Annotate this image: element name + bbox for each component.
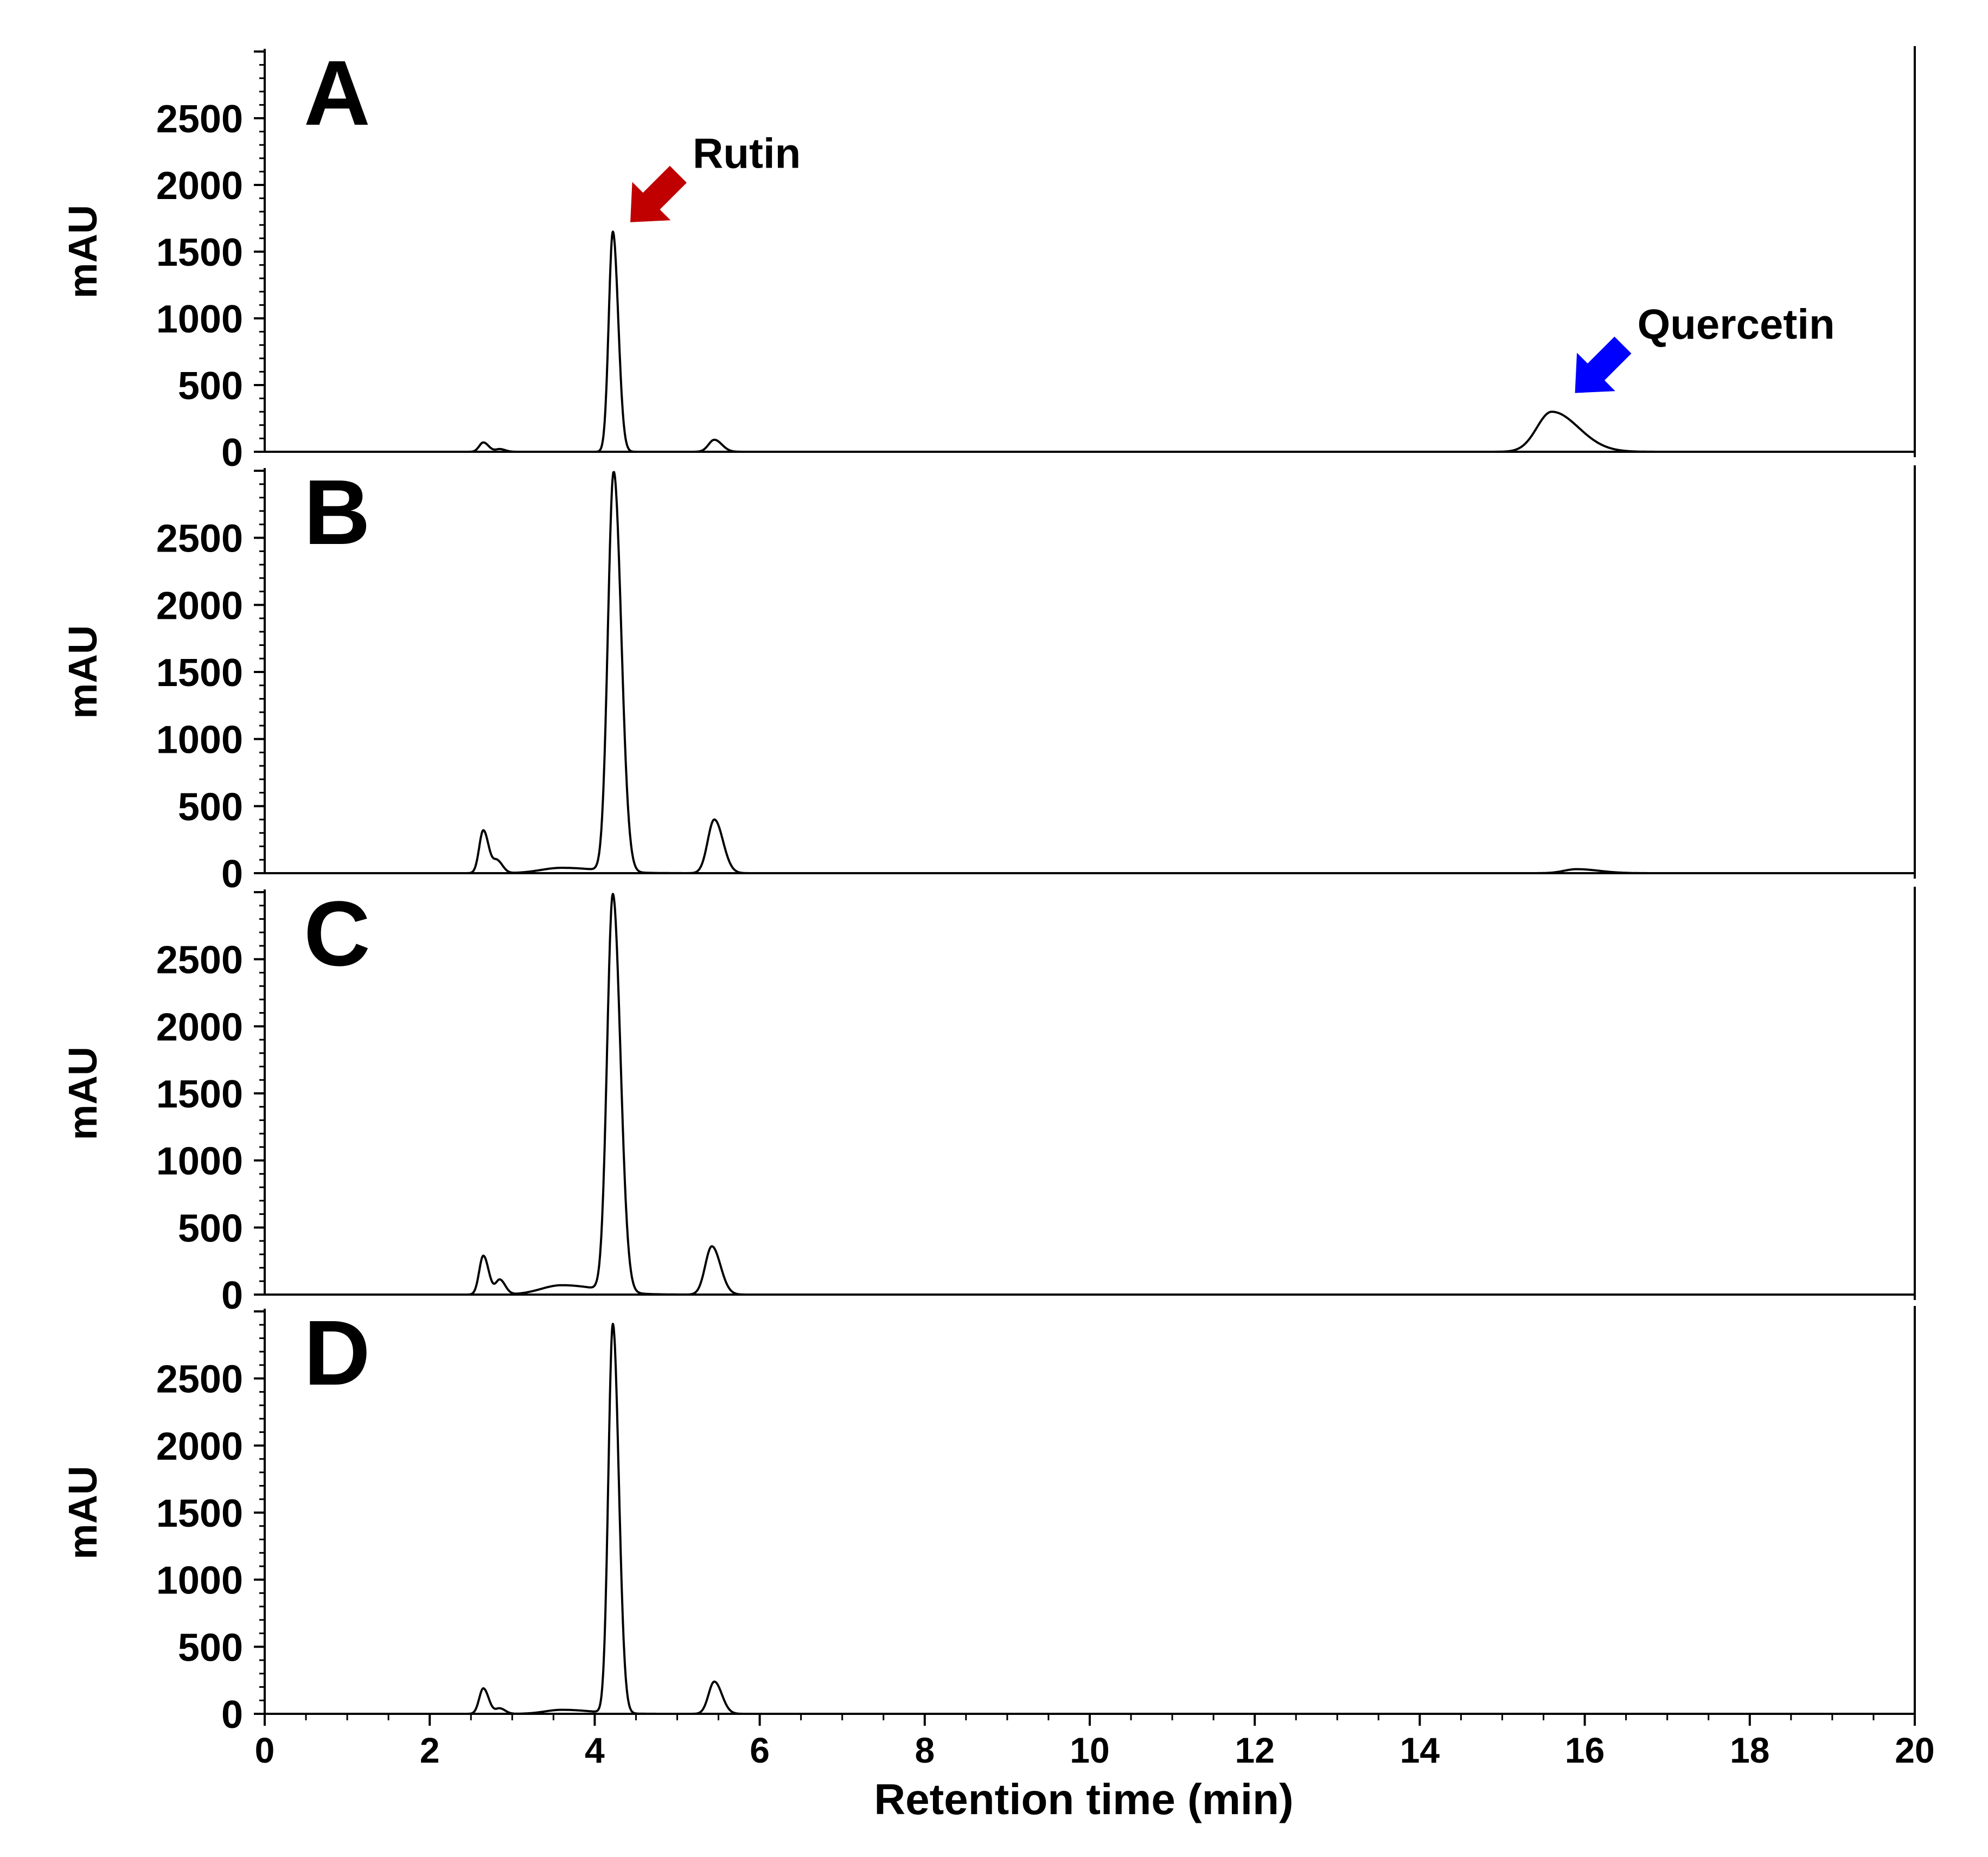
x-tick-label: 20 [1895, 1730, 1934, 1770]
y-tick-label: 2000 [156, 164, 243, 208]
x-axis: 0 2 4 6 8 10 12 14 16 18 20 [255, 1714, 1935, 1770]
rutin-arrow-icon [630, 165, 687, 222]
y-tick-label: 1500 [156, 231, 243, 274]
y-tick-label: 0 [221, 431, 243, 475]
y-tick-label: 0 [221, 853, 243, 896]
y-tick-label: 0 [221, 1693, 243, 1737]
y-axis-label: mAU [60, 205, 105, 299]
y-tick-label: 1000 [156, 1559, 243, 1603]
y-tick-label: 0 [221, 1274, 243, 1317]
arrow-shape [1575, 336, 1632, 393]
quercetin-label: Quercetin [1638, 300, 1835, 348]
x-tick-label: 6 [750, 1730, 770, 1770]
panel-D: 0 500 1000 1500 2000 2500 mAU D [60, 1302, 1916, 1737]
x-tick-label: 12 [1235, 1730, 1274, 1770]
x-axis-label: Retention time (min) [874, 1775, 1293, 1823]
y-axis-label: mAU [60, 1047, 105, 1141]
x-tick-label: 10 [1070, 1730, 1109, 1770]
x-tick-label: 18 [1730, 1730, 1769, 1770]
panels-group: 0 500 1000 1500 2000 2500 mAU A Rutin Quercetin 0 5… [60, 42, 1916, 1737]
panel-letter: D [304, 1302, 370, 1405]
x-tick-label: 16 [1565, 1730, 1605, 1770]
quercetin-arrow-icon [1575, 336, 1632, 393]
panel-letter: C [304, 882, 370, 985]
y-tick-label: 1000 [156, 719, 243, 762]
chromatogram-trace [264, 471, 1915, 874]
y-tick-label: 500 [178, 1626, 243, 1669]
chromatogram-trace [264, 1323, 1915, 1715]
y-tick-label: 500 [178, 364, 243, 408]
x-tick-label: 8 [915, 1730, 935, 1770]
y-tick-label: 2000 [156, 1425, 243, 1468]
y-tick-label: 2000 [156, 1006, 243, 1049]
y-tick-label: 1500 [156, 1073, 243, 1116]
y-tick-label: 500 [178, 785, 243, 829]
panel-A: 0 500 1000 1500 2000 2500 mAU A Rutin Quercetin [60, 42, 1916, 475]
panel-B: 0 500 1000 1500 2000 2500 mAU B [60, 461, 1916, 896]
y-tick-label: 1500 [156, 1492, 243, 1535]
arrow-shape [630, 165, 687, 222]
y-tick-label: 2500 [156, 939, 243, 982]
chromatogram-trace [264, 893, 1915, 1296]
panel-letter: B [304, 461, 370, 564]
panel-C: 0 500 1000 1500 2000 2500 mAU C [60, 882, 1916, 1317]
y-tick-label: 2500 [156, 517, 243, 561]
x-tick-label: 0 [255, 1730, 275, 1770]
y-axis-label: mAU [60, 1466, 105, 1560]
y-tick-label: 1000 [156, 298, 243, 341]
y-tick-label: 1000 [156, 1140, 243, 1183]
y-tick-label: 2500 [156, 98, 243, 141]
panel-letter: A [304, 42, 370, 145]
x-tick-label: 2 [420, 1730, 440, 1770]
y-tick-label: 2000 [156, 584, 243, 627]
y-tick-label: 2500 [156, 1358, 243, 1401]
x-tick-label: 4 [585, 1730, 605, 1770]
x-tick-label: 14 [1400, 1730, 1440, 1770]
y-axis-label: mAU [60, 625, 105, 719]
y-tick-label: 500 [178, 1207, 243, 1250]
rutin-label: Rutin [693, 130, 801, 177]
y-tick-label: 1500 [156, 651, 243, 695]
chromatogram-trace [264, 230, 1915, 453]
